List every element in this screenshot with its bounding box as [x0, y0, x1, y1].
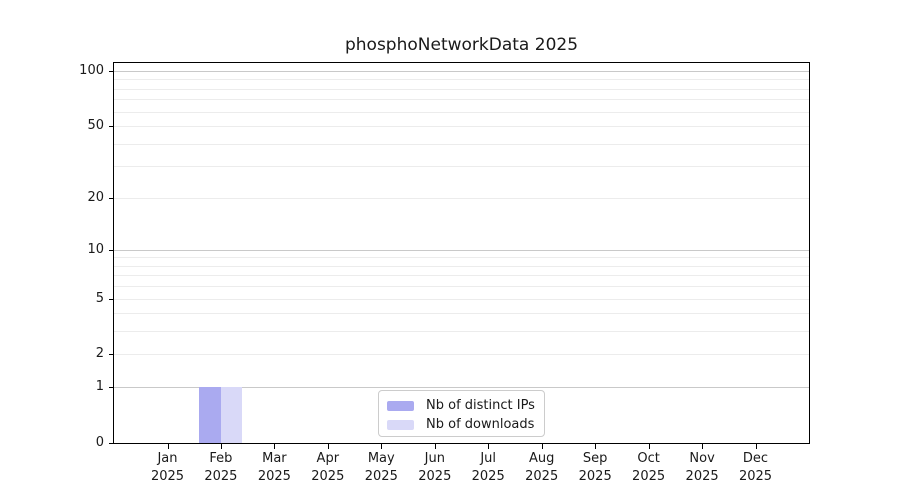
gridline-minor	[114, 79, 809, 81]
y-tick-label: 100	[79, 63, 104, 78]
x-tick-year: 2025	[578, 469, 612, 484]
legend-label-downloads: Nb of downloads	[426, 417, 535, 432]
x-tick-year: 2025	[685, 469, 719, 484]
y-tick-mark	[109, 354, 114, 356]
x-tick-label: Jun 2025	[403, 450, 467, 486]
gridline-minor	[114, 111, 809, 113]
gridline-minor	[114, 275, 809, 277]
x-tick-label: Sep 2025	[563, 450, 627, 486]
chart-title: phosphoNetworkData 2025	[344, 35, 579, 55]
y-tick-mark	[109, 387, 114, 389]
x-tick-label: Jan 2025	[136, 450, 200, 486]
gridline-minor	[114, 143, 809, 145]
x-tick-mark	[220, 444, 222, 449]
x-tick-mark	[648, 444, 650, 449]
gridline-minor	[114, 197, 809, 199]
x-tick-mark	[755, 444, 757, 449]
gridline-minor	[114, 99, 809, 101]
x-tick-month: May	[367, 451, 395, 466]
gridline-major	[114, 71, 809, 72]
gridline-minor	[114, 286, 809, 288]
x-tick-month: Nov	[689, 451, 715, 466]
x-tick-year: 2025	[257, 469, 291, 484]
x-tick-month: Mar	[262, 451, 287, 466]
x-tick-year: 2025	[525, 469, 559, 484]
x-tick-label: May 2025	[349, 450, 413, 486]
gridline-minor	[114, 166, 809, 168]
y-tick-label: 10	[87, 241, 104, 257]
bar-distinct-ips	[199, 387, 221, 443]
y-tick-label: 20	[87, 189, 104, 205]
y-tick-mark	[109, 298, 114, 300]
y-tick-mark	[109, 71, 114, 72]
legend-label-distinct-ips: Nb of distinct IPs	[426, 398, 535, 413]
x-tick-mark	[434, 444, 436, 449]
bar-downloads	[220, 387, 243, 443]
x-tick-mark	[702, 444, 704, 449]
x-tick-mark	[595, 444, 597, 449]
x-tick-month: Apr	[316, 451, 340, 466]
x-tick-label: Apr 2025	[296, 450, 360, 486]
gridline-major	[114, 387, 809, 389]
x-tick-mark	[327, 444, 329, 449]
y-tick-label: 0	[95, 435, 104, 450]
x-tick-month: Sep	[582, 451, 608, 466]
x-tick-month: Oct	[637, 451, 660, 466]
x-tick-year: 2025	[364, 469, 398, 484]
y-tick-label: 50	[87, 118, 104, 134]
y-tick-label: 2	[95, 346, 104, 362]
gridline-minor	[114, 354, 809, 356]
x-tick-year: 2025	[418, 469, 452, 484]
gridline-minor	[114, 331, 809, 333]
legend-item-distinct-ips: Nb of distinct IPs	[387, 396, 544, 415]
x-tick-year: 2025	[311, 469, 345, 484]
gridline-major	[114, 249, 809, 251]
x-tick-year: 2025	[204, 469, 238, 484]
x-tick-month: Feb	[209, 451, 233, 466]
y-tick-mark	[109, 197, 114, 199]
plot-area	[113, 62, 810, 444]
gridline-minor	[114, 313, 809, 315]
y-tick-mark	[109, 443, 114, 444]
x-tick-month: Jan	[157, 451, 178, 466]
gridline-minor	[114, 126, 809, 128]
x-tick-mark	[274, 444, 276, 449]
x-tick-label: Feb 2025	[189, 450, 253, 486]
x-tick-year: 2025	[471, 469, 505, 484]
x-tick-month: Jun	[424, 451, 445, 466]
gridline-minor	[114, 265, 809, 267]
x-tick-month: Jul	[480, 451, 497, 466]
x-tick-label: Oct 2025	[617, 450, 681, 486]
x-tick-mark	[488, 444, 490, 449]
x-tick-mark	[381, 444, 383, 449]
x-tick-label: Dec 2025	[724, 450, 788, 486]
y-tick-mark	[109, 249, 114, 251]
y-tick-label: 1	[95, 379, 104, 395]
x-tick-month: Aug	[528, 451, 555, 466]
x-tick-label: Jul 2025	[456, 450, 520, 486]
x-tick-mark	[541, 444, 543, 449]
legend-swatch-downloads	[387, 419, 414, 430]
x-tick-year: 2025	[150, 469, 185, 484]
x-tick-month: Dec	[742, 451, 769, 466]
legend-item-downloads: Nb of downloads	[387, 415, 544, 434]
x-tick-year: 2025	[738, 469, 773, 484]
y-tick-mark	[109, 126, 114, 128]
y-tick-label: 5	[95, 290, 104, 306]
gridline-minor	[114, 298, 809, 300]
x-tick-year: 2025	[632, 469, 666, 484]
x-tick-label: Nov 2025	[670, 450, 734, 486]
gridline-minor	[114, 88, 809, 90]
gridline-minor	[114, 257, 809, 259]
legend: Nb of distinct IPs Nb of downloads	[378, 390, 545, 437]
legend-swatch-distinct-ips	[387, 400, 414, 411]
x-tick-label: Mar 2025	[242, 450, 306, 486]
x-tick-mark	[167, 444, 169, 449]
x-tick-label: Aug 2025	[510, 450, 574, 486]
